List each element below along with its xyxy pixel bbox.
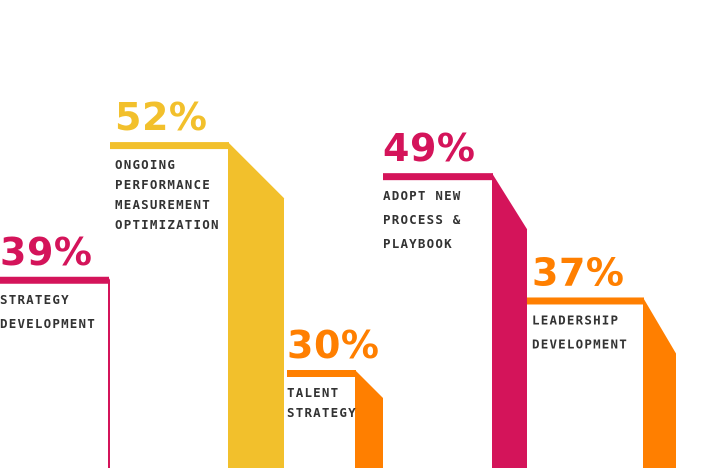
bar-category-label: MEASUREMENT: [115, 197, 211, 212]
bar-value-label: 49%: [383, 126, 475, 170]
bar-category-label: DEVELOPMENT: [0, 316, 96, 331]
bar-value-label: 39%: [0, 230, 92, 274]
bar-category-label: STRATEGY: [0, 292, 70, 307]
bar-top-band: [287, 370, 356, 377]
bar-top-band: [0, 276, 109, 284]
bar-category-label: ONGOING: [115, 157, 176, 172]
bar-category-label: STRATEGY: [287, 405, 357, 420]
bar-category-label: OPTIMIZATION: [115, 217, 220, 232]
bar-4: 49% ADOPT NEW PROCESS & PLAYBOOK: [383, 126, 527, 468]
bar-category-label: DEVELOPMENT: [532, 336, 628, 351]
bar-category-label: PERFORMANCE: [115, 177, 211, 192]
bar-category-label: TALENT: [287, 385, 339, 400]
bar-top-band: [527, 297, 644, 305]
bar-front-face: [383, 173, 492, 468]
bar-2: 52% ONGOING PERFORMANCE MEASUREMENT OPTIMIZA…: [110, 95, 284, 468]
bar-category-label: PLAYBOOK: [383, 236, 453, 251]
bar-top-band: [110, 142, 229, 150]
bar-front-face: [0, 276, 108, 468]
bar-top-band: [383, 173, 493, 181]
bar-category-label: ADOPT NEW: [383, 188, 462, 203]
bar-category-label: PROCESS &: [383, 212, 462, 227]
bar-value-label: 52%: [115, 95, 207, 139]
bar-3: 30% TALENT STRATEGY: [287, 323, 411, 468]
bar-front-face: [110, 142, 228, 468]
bar-side-face: [492, 173, 527, 468]
bar-category-label: LEADERSHIP: [532, 312, 619, 327]
bar-front-face: [287, 370, 355, 468]
bar-side-face: [643, 297, 676, 468]
bar-5: 37% LEADERSHIP DEVELOPMENT: [527, 250, 676, 468]
bar-value-label: 37%: [532, 250, 624, 294]
bar-side-face: [228, 142, 284, 468]
bar-front-face: [527, 297, 643, 468]
bar-value-label: 30%: [287, 323, 379, 367]
